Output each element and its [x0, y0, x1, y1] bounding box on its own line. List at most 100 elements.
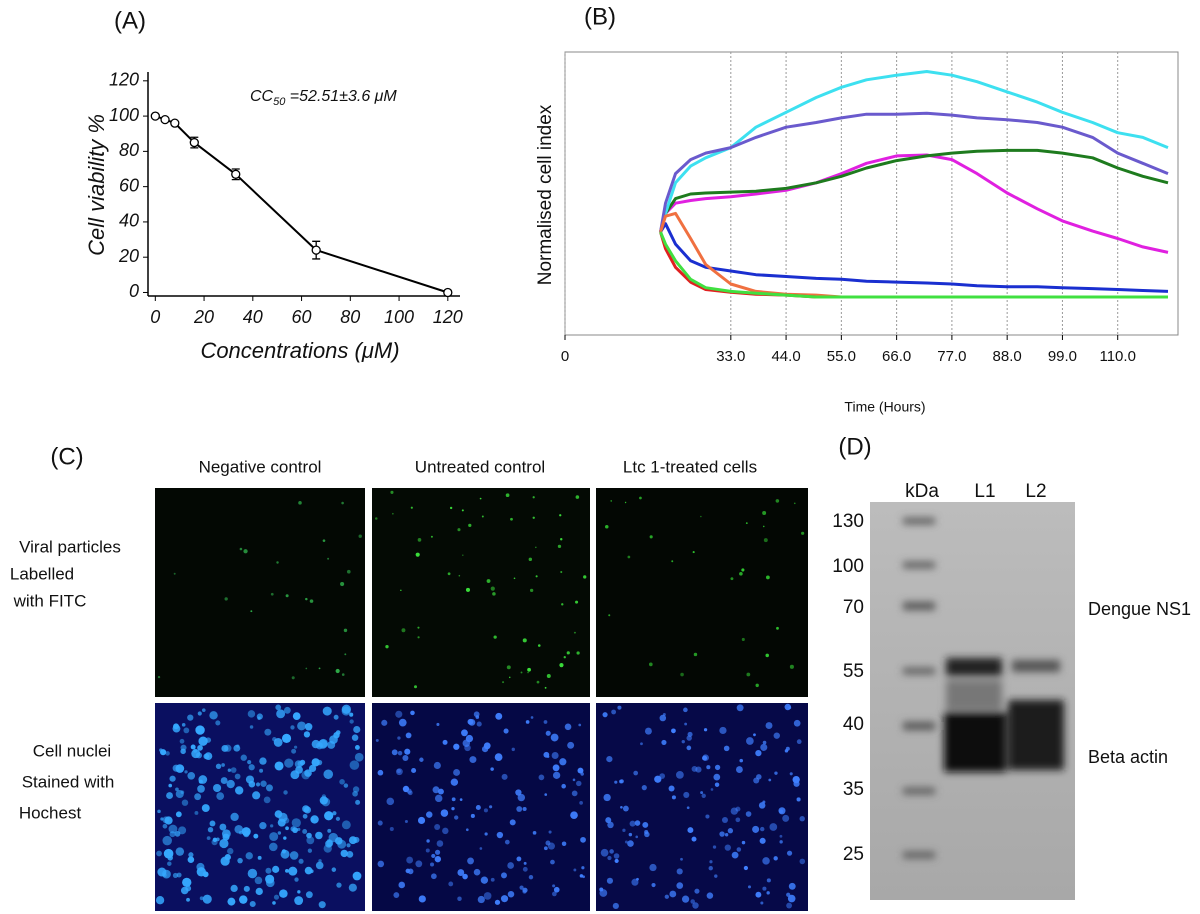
band-label: Dengue NS1	[1088, 599, 1191, 619]
speckle	[197, 745, 203, 751]
speckle	[500, 895, 509, 903]
speckle	[346, 569, 351, 574]
speckle	[297, 890, 301, 894]
speckle	[507, 862, 515, 869]
speckle	[768, 778, 772, 782]
speckle	[191, 749, 201, 759]
speckle	[741, 637, 745, 642]
speckle	[323, 769, 334, 780]
speckle	[741, 840, 746, 845]
speckle	[641, 785, 647, 791]
speckle	[404, 748, 411, 755]
speckle	[434, 849, 441, 855]
marker-label: 25	[843, 844, 864, 865]
speckle	[607, 855, 612, 861]
speckle	[786, 850, 793, 856]
speckle	[226, 779, 235, 789]
data-point	[311, 245, 321, 255]
speckle	[215, 763, 222, 769]
speckle	[433, 761, 441, 770]
speckle	[290, 725, 295, 730]
speckle	[760, 743, 768, 751]
x-tick-label: 0	[150, 307, 160, 327]
speckle	[327, 828, 332, 833]
speckle	[681, 895, 690, 903]
speckle	[532, 831, 537, 835]
speckle	[731, 851, 739, 859]
speckle	[793, 719, 801, 727]
x-tick-label: 66.0	[882, 348, 911, 365]
speckle	[270, 824, 274, 828]
speckle	[680, 672, 684, 677]
speckle	[235, 786, 244, 795]
speckle	[703, 728, 708, 732]
speckle	[179, 738, 185, 744]
speckle	[432, 786, 440, 794]
speckle	[178, 826, 187, 835]
speckle	[527, 667, 531, 672]
speckle	[354, 745, 360, 750]
speckle	[197, 785, 205, 793]
speckle	[483, 808, 488, 813]
speckle	[516, 806, 523, 812]
speckle	[532, 496, 535, 499]
speckle	[464, 744, 471, 752]
speckle	[259, 757, 267, 765]
speckle	[417, 816, 426, 825]
speckle	[782, 814, 790, 822]
speckle	[648, 662, 653, 667]
speckle	[530, 716, 534, 719]
speckle	[318, 739, 328, 749]
speckle	[190, 744, 196, 750]
speckle	[169, 775, 176, 782]
speckle	[346, 843, 351, 848]
speckle	[247, 760, 252, 765]
speckle	[628, 832, 633, 837]
marker-label: 70	[843, 597, 864, 618]
speckle	[484, 832, 488, 836]
annotation-text: =52.51±3.6 μM	[285, 88, 397, 105]
lane-band	[946, 680, 1002, 710]
speckle	[272, 865, 280, 873]
speckle	[395, 768, 403, 776]
speckle	[546, 755, 550, 758]
speckle	[528, 874, 534, 880]
speckle	[578, 723, 582, 727]
speckle	[746, 672, 751, 677]
speckle	[377, 860, 385, 868]
speckle	[669, 890, 677, 898]
speckle	[570, 811, 578, 819]
speckle	[264, 728, 272, 736]
speckle	[398, 718, 407, 727]
ladder-band	[903, 602, 935, 610]
speckle	[325, 840, 333, 848]
speckle	[787, 894, 796, 903]
speckle	[576, 780, 582, 787]
speckle	[322, 706, 332, 716]
speckle	[349, 760, 360, 770]
speckle	[390, 490, 394, 494]
speckle	[680, 857, 683, 861]
speckle	[571, 790, 578, 797]
speckle	[724, 844, 731, 851]
speckle	[686, 745, 692, 751]
speckle	[162, 823, 168, 829]
speckle	[336, 882, 342, 888]
speckle	[315, 831, 323, 840]
speckle	[405, 732, 412, 739]
x-tick-label: 77.0	[937, 348, 966, 365]
speckle	[520, 671, 523, 674]
speckle	[333, 714, 339, 720]
speckle	[709, 860, 713, 864]
series-line	[154, 115, 449, 294]
speckle	[308, 764, 317, 773]
speckle	[173, 723, 179, 730]
speckle	[239, 547, 243, 551]
speckle	[283, 817, 290, 824]
speckle	[719, 726, 727, 735]
speckle	[184, 770, 188, 774]
speckle	[351, 734, 359, 741]
speckle	[457, 528, 461, 532]
data-point	[231, 169, 241, 179]
speckle	[640, 742, 643, 746]
